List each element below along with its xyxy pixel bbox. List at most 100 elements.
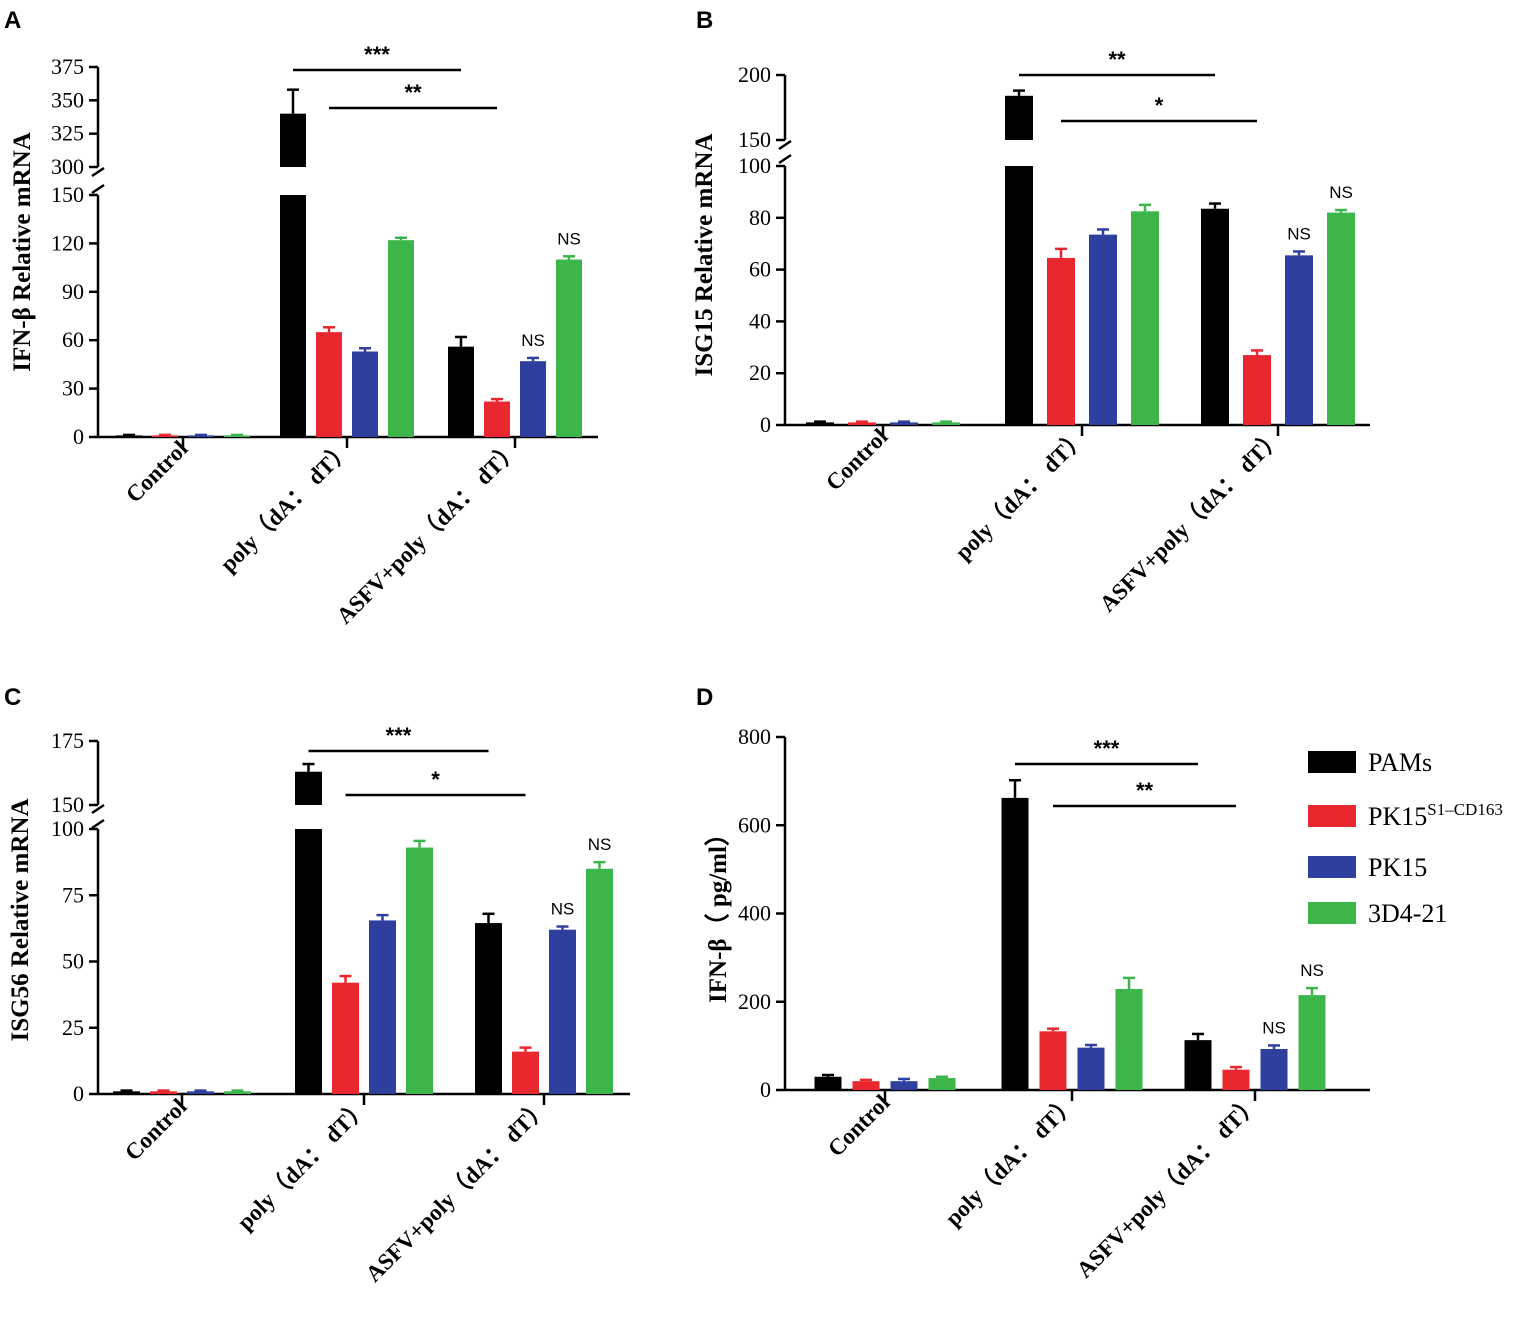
bar bbox=[188, 435, 214, 437]
bar bbox=[1285, 255, 1313, 425]
y-tick-label: 25 bbox=[62, 1015, 84, 1040]
bar-upper-segment bbox=[1005, 95, 1033, 140]
significance-label: * bbox=[1155, 93, 1164, 118]
category-label: ASFV+poly（dA： dT） bbox=[1094, 423, 1287, 616]
significance-label: ** bbox=[1108, 47, 1126, 72]
bar bbox=[890, 422, 918, 425]
bar bbox=[1089, 234, 1117, 425]
bar-upper-segment bbox=[280, 113, 306, 167]
category-label: poly（dA： dT） bbox=[232, 1093, 374, 1235]
legend-label-text: 3D4-21 bbox=[1368, 899, 1447, 928]
ns-annotation: NS bbox=[521, 331, 545, 350]
bar bbox=[352, 351, 378, 437]
legend-label-text: PK15 bbox=[1368, 853, 1427, 882]
significance-label: ** bbox=[1136, 778, 1154, 803]
category-label: poly（dA： dT） bbox=[950, 423, 1092, 565]
y-tick-label: 600 bbox=[738, 812, 771, 837]
panel-a: A 0 30 60 90 120 150 300 325 350 375 IFN-β Relative… bbox=[4, 7, 598, 629]
bar bbox=[1115, 988, 1143, 1090]
significance-label: * bbox=[431, 767, 440, 792]
bar bbox=[332, 982, 359, 1094]
y-tick-label: 0 bbox=[73, 1081, 84, 1106]
y-tick-label: 90 bbox=[62, 279, 84, 304]
category-label: Control bbox=[121, 436, 193, 508]
ns-annotation: NS bbox=[557, 229, 581, 248]
y-tick-label: 175 bbox=[51, 728, 84, 753]
legend-swatch bbox=[1308, 856, 1356, 878]
bar bbox=[1131, 211, 1159, 425]
panel-letter: B bbox=[696, 7, 713, 34]
legend-label: 3D4-21 bbox=[1368, 899, 1447, 928]
y-tick-label: 150 bbox=[51, 182, 84, 207]
y-tick-label: 0 bbox=[73, 424, 84, 449]
y-tick-label: 200 bbox=[738, 989, 771, 1014]
significance-label: ** bbox=[404, 80, 422, 105]
bar bbox=[814, 1076, 842, 1090]
significance-label: *** bbox=[386, 723, 412, 748]
y-tick-label: 100 bbox=[51, 816, 84, 841]
y-tick-label: 800 bbox=[738, 724, 771, 749]
y-tick-label: 300 bbox=[51, 154, 84, 179]
bar-upper-segment bbox=[295, 771, 322, 805]
bar bbox=[475, 923, 502, 1094]
legend-label-text: PK15 bbox=[1368, 802, 1427, 831]
bar bbox=[152, 435, 178, 437]
bar bbox=[848, 422, 876, 425]
category-label: Control bbox=[120, 1094, 192, 1166]
y-tick-label: 20 bbox=[749, 360, 771, 385]
bar bbox=[1260, 1048, 1288, 1090]
y-tick-label: 60 bbox=[749, 257, 771, 282]
bar bbox=[280, 195, 306, 437]
bar bbox=[806, 422, 834, 425]
category-label: poly（dA： dT） bbox=[215, 435, 357, 577]
y-tick-label: 50 bbox=[62, 949, 84, 974]
y-tick-label: 40 bbox=[749, 308, 771, 333]
y-tick-label: 200 bbox=[738, 62, 771, 87]
significance-label: *** bbox=[1094, 736, 1120, 761]
axis-break-mark bbox=[91, 803, 105, 815]
bar bbox=[549, 929, 576, 1094]
axis-break-mark bbox=[91, 818, 105, 830]
category-label: Control bbox=[823, 1090, 895, 1162]
legend-label: PK15S1–CD163 bbox=[1368, 800, 1503, 831]
ns-annotation: NS bbox=[588, 835, 612, 854]
bar bbox=[1201, 208, 1229, 425]
y-tick-label: 375 bbox=[51, 54, 84, 79]
y-tick-label: 60 bbox=[62, 327, 84, 352]
panel-d: D 0 200 400 600 800 IFN-β（ pg/ml） Control poly（d… bbox=[696, 684, 1370, 1283]
bar bbox=[512, 1051, 539, 1094]
legend-label-superscript: S1–CD163 bbox=[1427, 800, 1503, 819]
bar bbox=[1184, 1040, 1212, 1090]
bar bbox=[1001, 797, 1029, 1090]
y-tick-label: 400 bbox=[738, 901, 771, 926]
bar bbox=[852, 1081, 880, 1090]
bar bbox=[586, 868, 613, 1094]
category-label: poly（dA： dT） bbox=[940, 1089, 1082, 1231]
bar bbox=[890, 1081, 918, 1090]
bar bbox=[1077, 1047, 1105, 1090]
y-tick-label: 120 bbox=[51, 230, 84, 255]
bar bbox=[1047, 257, 1075, 425]
legend-swatch bbox=[1308, 805, 1356, 827]
y-axis-label: IFN-β（ pg/ml） bbox=[703, 821, 732, 1003]
bar bbox=[406, 847, 433, 1094]
y-tick-label: 80 bbox=[749, 205, 771, 230]
y-axis-label: IFN-β Relative mRNA bbox=[9, 132, 36, 372]
y-tick-label: 325 bbox=[51, 121, 84, 146]
legend-label-text: PAMs bbox=[1368, 748, 1432, 777]
panel-letter: A bbox=[4, 7, 21, 34]
y-tick-label: 150 bbox=[738, 127, 771, 152]
y-axis-label: ISG56 Relative mRNA bbox=[7, 798, 34, 1041]
axis-break-mark bbox=[778, 139, 792, 151]
bar bbox=[556, 259, 582, 437]
bar bbox=[520, 361, 546, 437]
axis-break-mark bbox=[778, 153, 792, 165]
legend-swatch bbox=[1308, 902, 1356, 924]
bar bbox=[316, 332, 342, 437]
bar bbox=[1327, 212, 1355, 425]
bar bbox=[295, 829, 322, 1094]
bar bbox=[928, 1078, 956, 1090]
category-label: ASFV+poly（dA： dT） bbox=[331, 435, 524, 628]
